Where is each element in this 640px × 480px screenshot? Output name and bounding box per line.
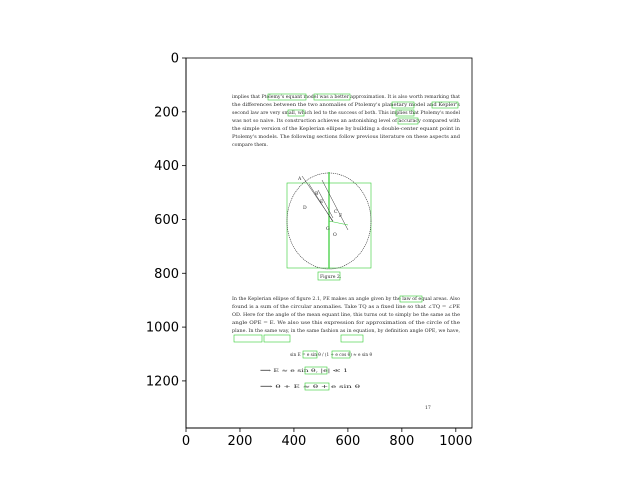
x-tick-label: 1000 bbox=[439, 434, 472, 449]
equation-line: ⟹ E ≈ e sin θ, |e| ≪ 1 bbox=[260, 368, 348, 374]
equation-highlights bbox=[302, 350, 351, 391]
paragraph-2-line: OD. Here for the angle of the mean equan… bbox=[232, 312, 460, 318]
radius-line-3 bbox=[317, 189, 334, 219]
equation-line: ⟹ θ + E ≈ θ + e sin θ bbox=[260, 384, 360, 390]
figure-diagram: A B E D C F G O Figure 2. bbox=[286, 172, 372, 281]
paragraph-1-line: second law are very small, which led to … bbox=[232, 110, 461, 116]
paragraph-1-line: was not so naive. Its construction achie… bbox=[232, 118, 460, 124]
x-tick-label: 600 bbox=[335, 434, 360, 449]
paragraph-1-line: Ptolemy's models. The following sections… bbox=[232, 134, 460, 140]
x-tick-label: 400 bbox=[282, 434, 307, 449]
paragraph-2-line: found is a sum of the circular anomalies… bbox=[232, 304, 460, 310]
highlight-boxes-2 bbox=[233, 295, 423, 343]
x-axis-ticks: 0 200 400 600 800 1000 bbox=[182, 428, 472, 449]
x-tick-label: 800 bbox=[389, 434, 414, 449]
paragraph-1-line: compare them. bbox=[232, 142, 269, 148]
paragraph-1: implies that Ptolemy's equant model was … bbox=[232, 94, 461, 148]
paragraph-1-line: the differences between the two anomalie… bbox=[232, 102, 461, 108]
figure-label-c: C bbox=[334, 209, 338, 215]
figure-caption: Figure 2. bbox=[320, 274, 342, 280]
figure-label-b: B bbox=[315, 191, 319, 197]
figure-label-d: D bbox=[303, 205, 307, 211]
paragraph-1-line: implies that Ptolemy's equant model was … bbox=[232, 94, 460, 100]
y-tick-label: 200 bbox=[154, 105, 179, 120]
y-axis-ticks: 0 200 400 600 800 1000 1200 bbox=[146, 52, 186, 389]
page-number: 17 bbox=[425, 405, 431, 411]
axes-frame bbox=[185, 58, 472, 429]
y-tick-label: 1000 bbox=[146, 321, 179, 336]
caption-box bbox=[317, 271, 341, 281]
paragraph-1-line: the simple version of the Keplerian elli… bbox=[232, 126, 460, 132]
paragraph-2-line: plane. In the same way, in the same fash… bbox=[232, 328, 461, 334]
equations: sin E = e sin θ / (1 + e cos θ) ≈ e sin … bbox=[260, 351, 372, 390]
y-tick-label: 400 bbox=[154, 159, 179, 174]
figure-label-e: E bbox=[320, 199, 323, 205]
chord-line bbox=[321, 179, 349, 231]
highlight-boxes-1 bbox=[267, 93, 459, 125]
x-tick-label: 200 bbox=[228, 434, 253, 449]
figure-label-o: O bbox=[333, 232, 337, 238]
y-tick-label: 1200 bbox=[146, 374, 179, 389]
y-tick-label: 800 bbox=[154, 267, 179, 282]
paragraph-2: In the Keplerian ellipse of figure 2.1, … bbox=[232, 296, 461, 334]
figure-label-a: A bbox=[297, 176, 302, 182]
equation-line: sin E = e sin θ / (1 + e cos θ) ≈ e sin … bbox=[290, 351, 372, 358]
paragraph-2-line: In the Keplerian ellipse of figure 2.1, … bbox=[232, 296, 460, 302]
center-segment bbox=[328, 220, 349, 226]
figure-label-g: G bbox=[326, 226, 330, 232]
x-tick-label: 0 bbox=[182, 434, 190, 449]
paragraph-2-line: angle OPE = E. We also use this expressi… bbox=[232, 320, 460, 326]
y-tick-label: 0 bbox=[171, 52, 179, 67]
figure-label-f: F bbox=[339, 213, 342, 219]
radius-line-2 bbox=[308, 183, 334, 223]
y-tick-label: 600 bbox=[154, 213, 179, 228]
